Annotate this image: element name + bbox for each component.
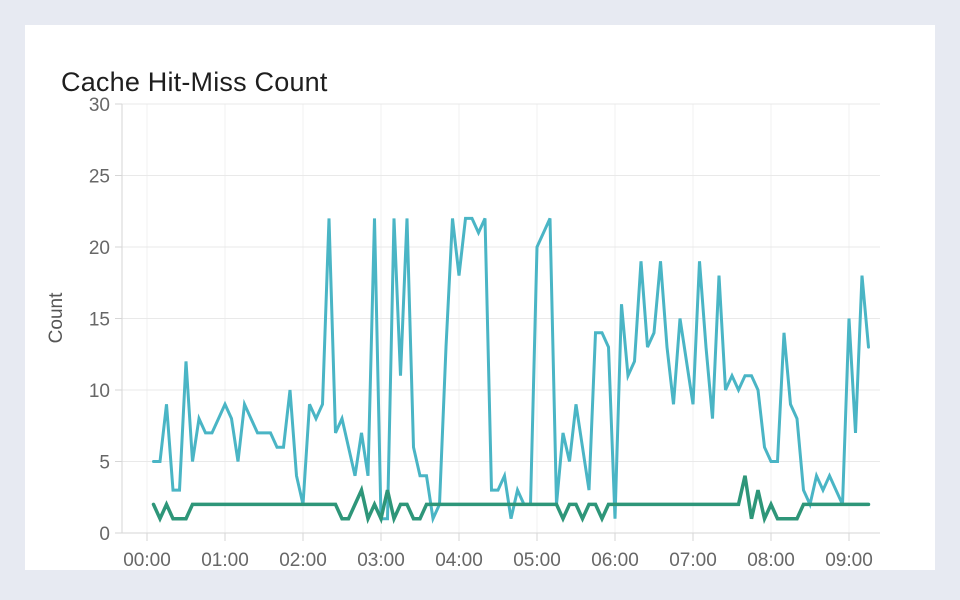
- x-tick-label: 02:00: [279, 550, 327, 571]
- x-tick-label: 01:00: [201, 550, 249, 571]
- y-tick-label: 0: [99, 524, 110, 545]
- x-tick-label: 06:00: [591, 550, 639, 571]
- x-tick-label: 03:00: [357, 550, 405, 571]
- chart-card: Cache Hit-Miss Count: [25, 25, 935, 570]
- chart-title: Cache Hit-Miss Count: [61, 67, 328, 97]
- y-tick-label: 20: [89, 238, 110, 259]
- x-tick-label: 09:00: [825, 550, 873, 571]
- x-tick-label: 04:00: [435, 550, 483, 571]
- y-tick-label: 10: [89, 381, 110, 402]
- y-tick-label: 30: [89, 95, 110, 116]
- x-tick-label: 05:00: [513, 550, 561, 571]
- y-tick-label: 25: [89, 167, 110, 188]
- series-green-line: [151, 475, 871, 525]
- x-tick-label: 07:00: [669, 550, 717, 571]
- x-tick-label: 08:00: [747, 550, 795, 571]
- y-tick-label: 15: [89, 310, 110, 331]
- series-teal-line: [152, 216, 870, 524]
- y-tick-label: 5: [99, 453, 110, 474]
- x-tick-label: 00:00: [123, 550, 171, 571]
- y-axis-title: Count: [46, 292, 67, 343]
